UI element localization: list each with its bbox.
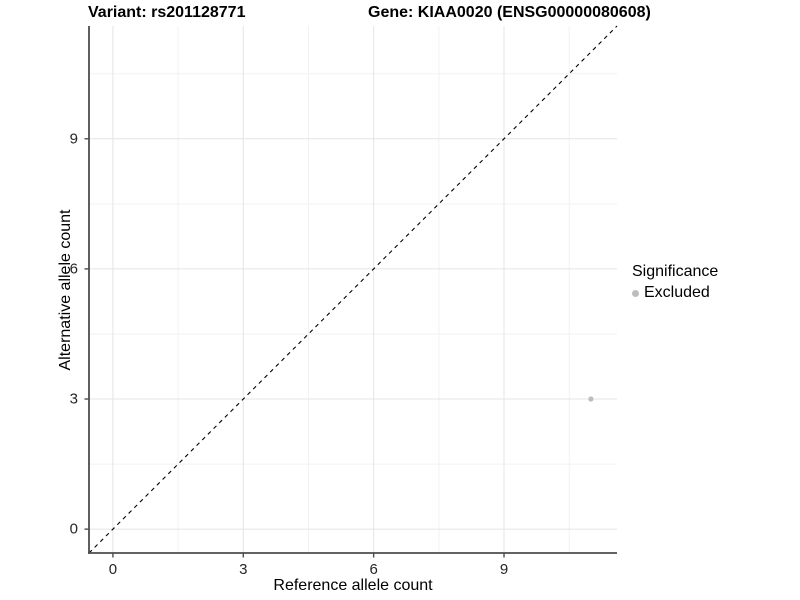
plot-title-gene: Gene: KIAA0020 (ENSG00000080608) — [368, 4, 651, 21]
legend-item-excluded: Excluded — [632, 284, 718, 302]
x-tick-label: 9 — [499, 561, 509, 578]
y-tick-label: 6 — [69, 260, 78, 278]
x-axis-title: Reference allele count — [273, 577, 433, 594]
identity-dashed-line — [88, 25, 618, 554]
y-axis-title: Alternative allele count — [57, 209, 74, 371]
y-tick-label: 9 — [69, 130, 78, 148]
y-tick-label: 3 — [69, 390, 78, 408]
legend-title: Significance — [632, 263, 719, 280]
data-point — [588, 396, 594, 402]
plot-title-variant: Variant: rs201128771 — [88, 4, 246, 21]
legend-item-label: Excluded — [644, 284, 710, 301]
x-tick-label: 0 — [108, 561, 118, 578]
y-tick-label: 0 — [69, 520, 78, 538]
legend: Significance Excluded — [632, 263, 718, 302]
x-tick-label: 6 — [369, 561, 378, 578]
x-tick-label: 3 — [239, 561, 248, 578]
legend-marker-dot — [632, 289, 639, 297]
